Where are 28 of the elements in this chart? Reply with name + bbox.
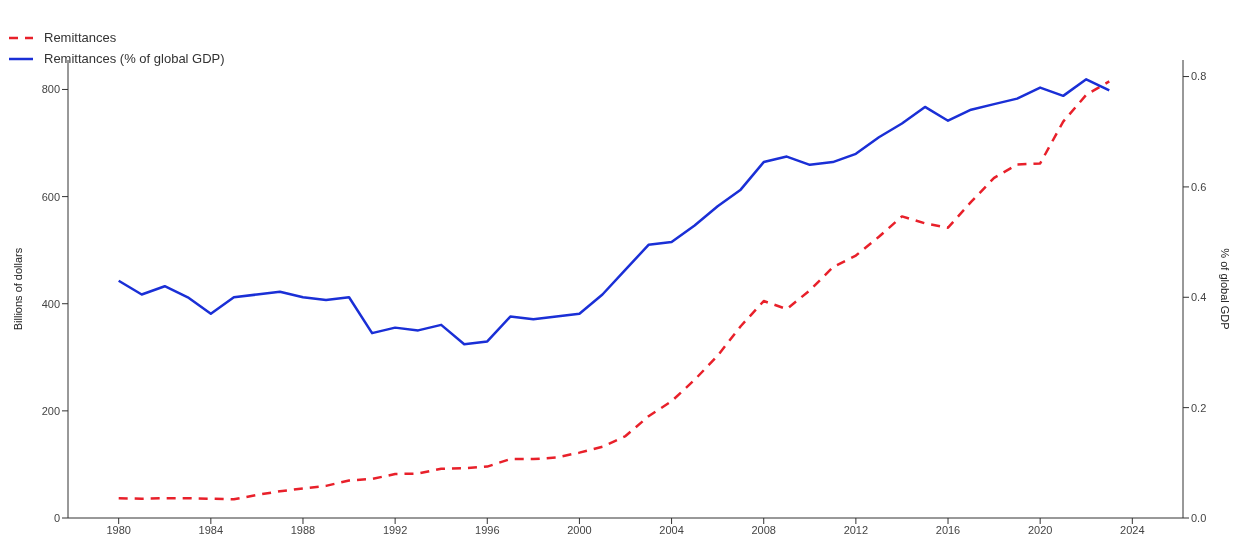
line-series: [117, 80, 1111, 501]
y2-tick-label: 0.6: [1191, 180, 1207, 193]
x-tick-label: 2016: [935, 523, 961, 536]
y-axis-title: Billions of dollars: [11, 247, 24, 331]
y-tick-label: 200: [41, 404, 60, 417]
y-tick-label: 0: [53, 511, 60, 524]
x-tick-label: 1984: [198, 523, 224, 536]
x-tick-label: 2012: [843, 523, 869, 536]
x-tick-label: 2024: [1120, 523, 1145, 536]
x-tick-label: 2000: [567, 523, 592, 536]
y-tick-label: 400: [41, 297, 60, 310]
x-tick-label: 1992: [382, 523, 408, 536]
y2-tick-label: 0.4: [1191, 291, 1207, 304]
y2-tick-label: 0.2: [1191, 401, 1207, 414]
legend-label: Remittances: [44, 30, 117, 45]
x-tick-label: 2020: [1027, 523, 1053, 536]
y-tick-label: 800: [41, 83, 60, 96]
y2-tick-label: 0.0: [1191, 511, 1207, 524]
x-tick-label: 1988: [290, 523, 316, 536]
x-tick-label: 2004: [659, 523, 684, 536]
legend-label: Remittances (% of global GDP): [44, 51, 225, 66]
y2-tick-label: 0.8: [1191, 70, 1207, 83]
x-tick-label: 2008: [751, 523, 776, 536]
y2-axis-title: % of global GDP: [1219, 248, 1232, 330]
y-tick-label: 600: [41, 190, 60, 203]
x-tick-label: 1996: [475, 523, 500, 536]
line-series: [117, 78, 1111, 346]
x-tick-label: 1980: [106, 523, 131, 536]
